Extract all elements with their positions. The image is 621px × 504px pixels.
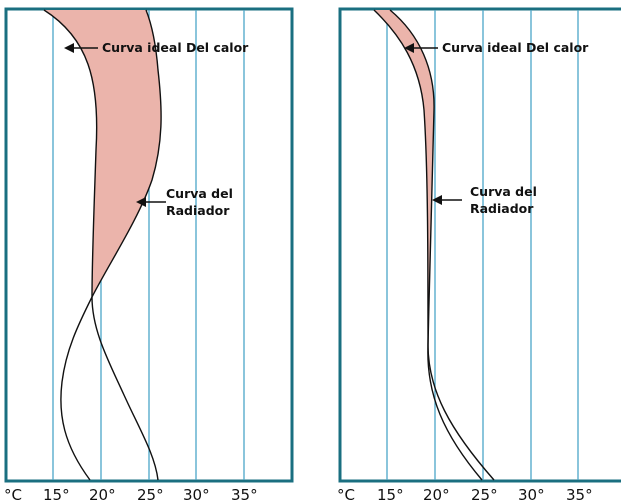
- left-tick-30: 30°: [183, 486, 210, 504]
- right-radiator-arrowhead: [432, 195, 442, 205]
- left-panel: Curva ideal Del calor Curva del Radiador…: [4, 7, 294, 504]
- left-tick-20: 20°: [89, 486, 116, 504]
- right-ideal-curve: [373, 9, 495, 481]
- left-tick-35: 35°: [231, 486, 258, 504]
- left-radiator-arrowhead: [136, 197, 146, 207]
- right-panel-frame: [338, 7, 621, 483]
- left-radiator-label-line1: Curva del: [166, 186, 233, 201]
- right-radiator-label-line2: Radiador: [470, 201, 534, 216]
- left-panel-frame: [4, 7, 294, 483]
- right-panel: Curva ideal Del calor Curva del Radiador…: [337, 7, 621, 504]
- right-tick-30: 30°: [518, 486, 545, 504]
- right-gridlines: [386, 10, 579, 480]
- left-tick-15: 15°: [43, 486, 70, 504]
- right-radiator-curve: [389, 9, 483, 481]
- left-difference-area: [44, 10, 162, 297]
- left-radiator-label-line2: Radiador: [166, 203, 230, 218]
- right-ideal-label: Curva ideal Del calor: [442, 40, 589, 55]
- left-ideal-arrowhead: [64, 43, 74, 53]
- right-ideal-arrowhead: [404, 43, 414, 53]
- right-tick-35: 35°: [566, 486, 593, 504]
- right-difference-area: [374, 10, 435, 345]
- left-ideal-curve: [43, 9, 159, 481]
- right-tick-25: 25°: [471, 486, 498, 504]
- left-unit-label: °C: [4, 486, 22, 504]
- right-tick-15: 15°: [377, 486, 404, 504]
- left-ideal-label: Curva ideal Del calor: [102, 40, 249, 55]
- right-tick-20: 20°: [423, 486, 450, 504]
- right-radiator-label-line1: Curva del: [470, 184, 537, 199]
- right-unit-label: °C: [337, 486, 355, 504]
- left-tick-25: 25°: [137, 486, 164, 504]
- left-radiator-curve: [60, 9, 162, 481]
